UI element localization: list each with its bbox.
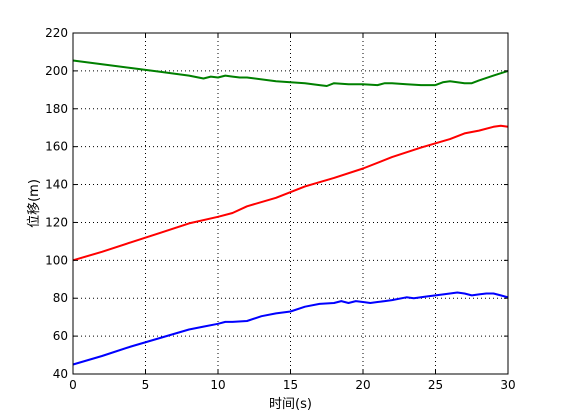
series-line-2 [72,124,509,262]
y-tick-label: 100 [45,253,68,267]
y-tick-label: 220 [45,26,68,40]
tick-layer: 0 5 10 15 20 25 30 40 60 80 100 120 140 160 180 200 220 [45,26,516,392]
y-axis-label: 位移(m) [27,179,42,228]
x-tick-label: 25 [428,378,443,392]
x-tick-label: 15 [283,378,298,392]
y-tick-label: 160 [45,140,68,154]
y-tick-label: 60 [53,329,68,343]
x-tick-label: 30 [500,378,515,392]
y-tick-label: 180 [45,102,68,116]
y-tick-label: 80 [53,291,68,305]
series-line-3 [72,291,509,366]
y-tick-label: 40 [53,367,68,381]
y-tick-label: 120 [45,215,68,229]
x-tick-label: 10 [210,378,225,392]
x-tick-label: 5 [142,378,150,392]
series-line-1 [72,59,509,87]
x-axis-label: 时间(s) [269,397,312,412]
x-tick-label: 0 [69,378,77,392]
series-layer [72,59,509,366]
y-tick-label: 200 [45,64,68,78]
x-tick-label: 20 [355,378,370,392]
y-tick-label: 140 [45,178,68,192]
